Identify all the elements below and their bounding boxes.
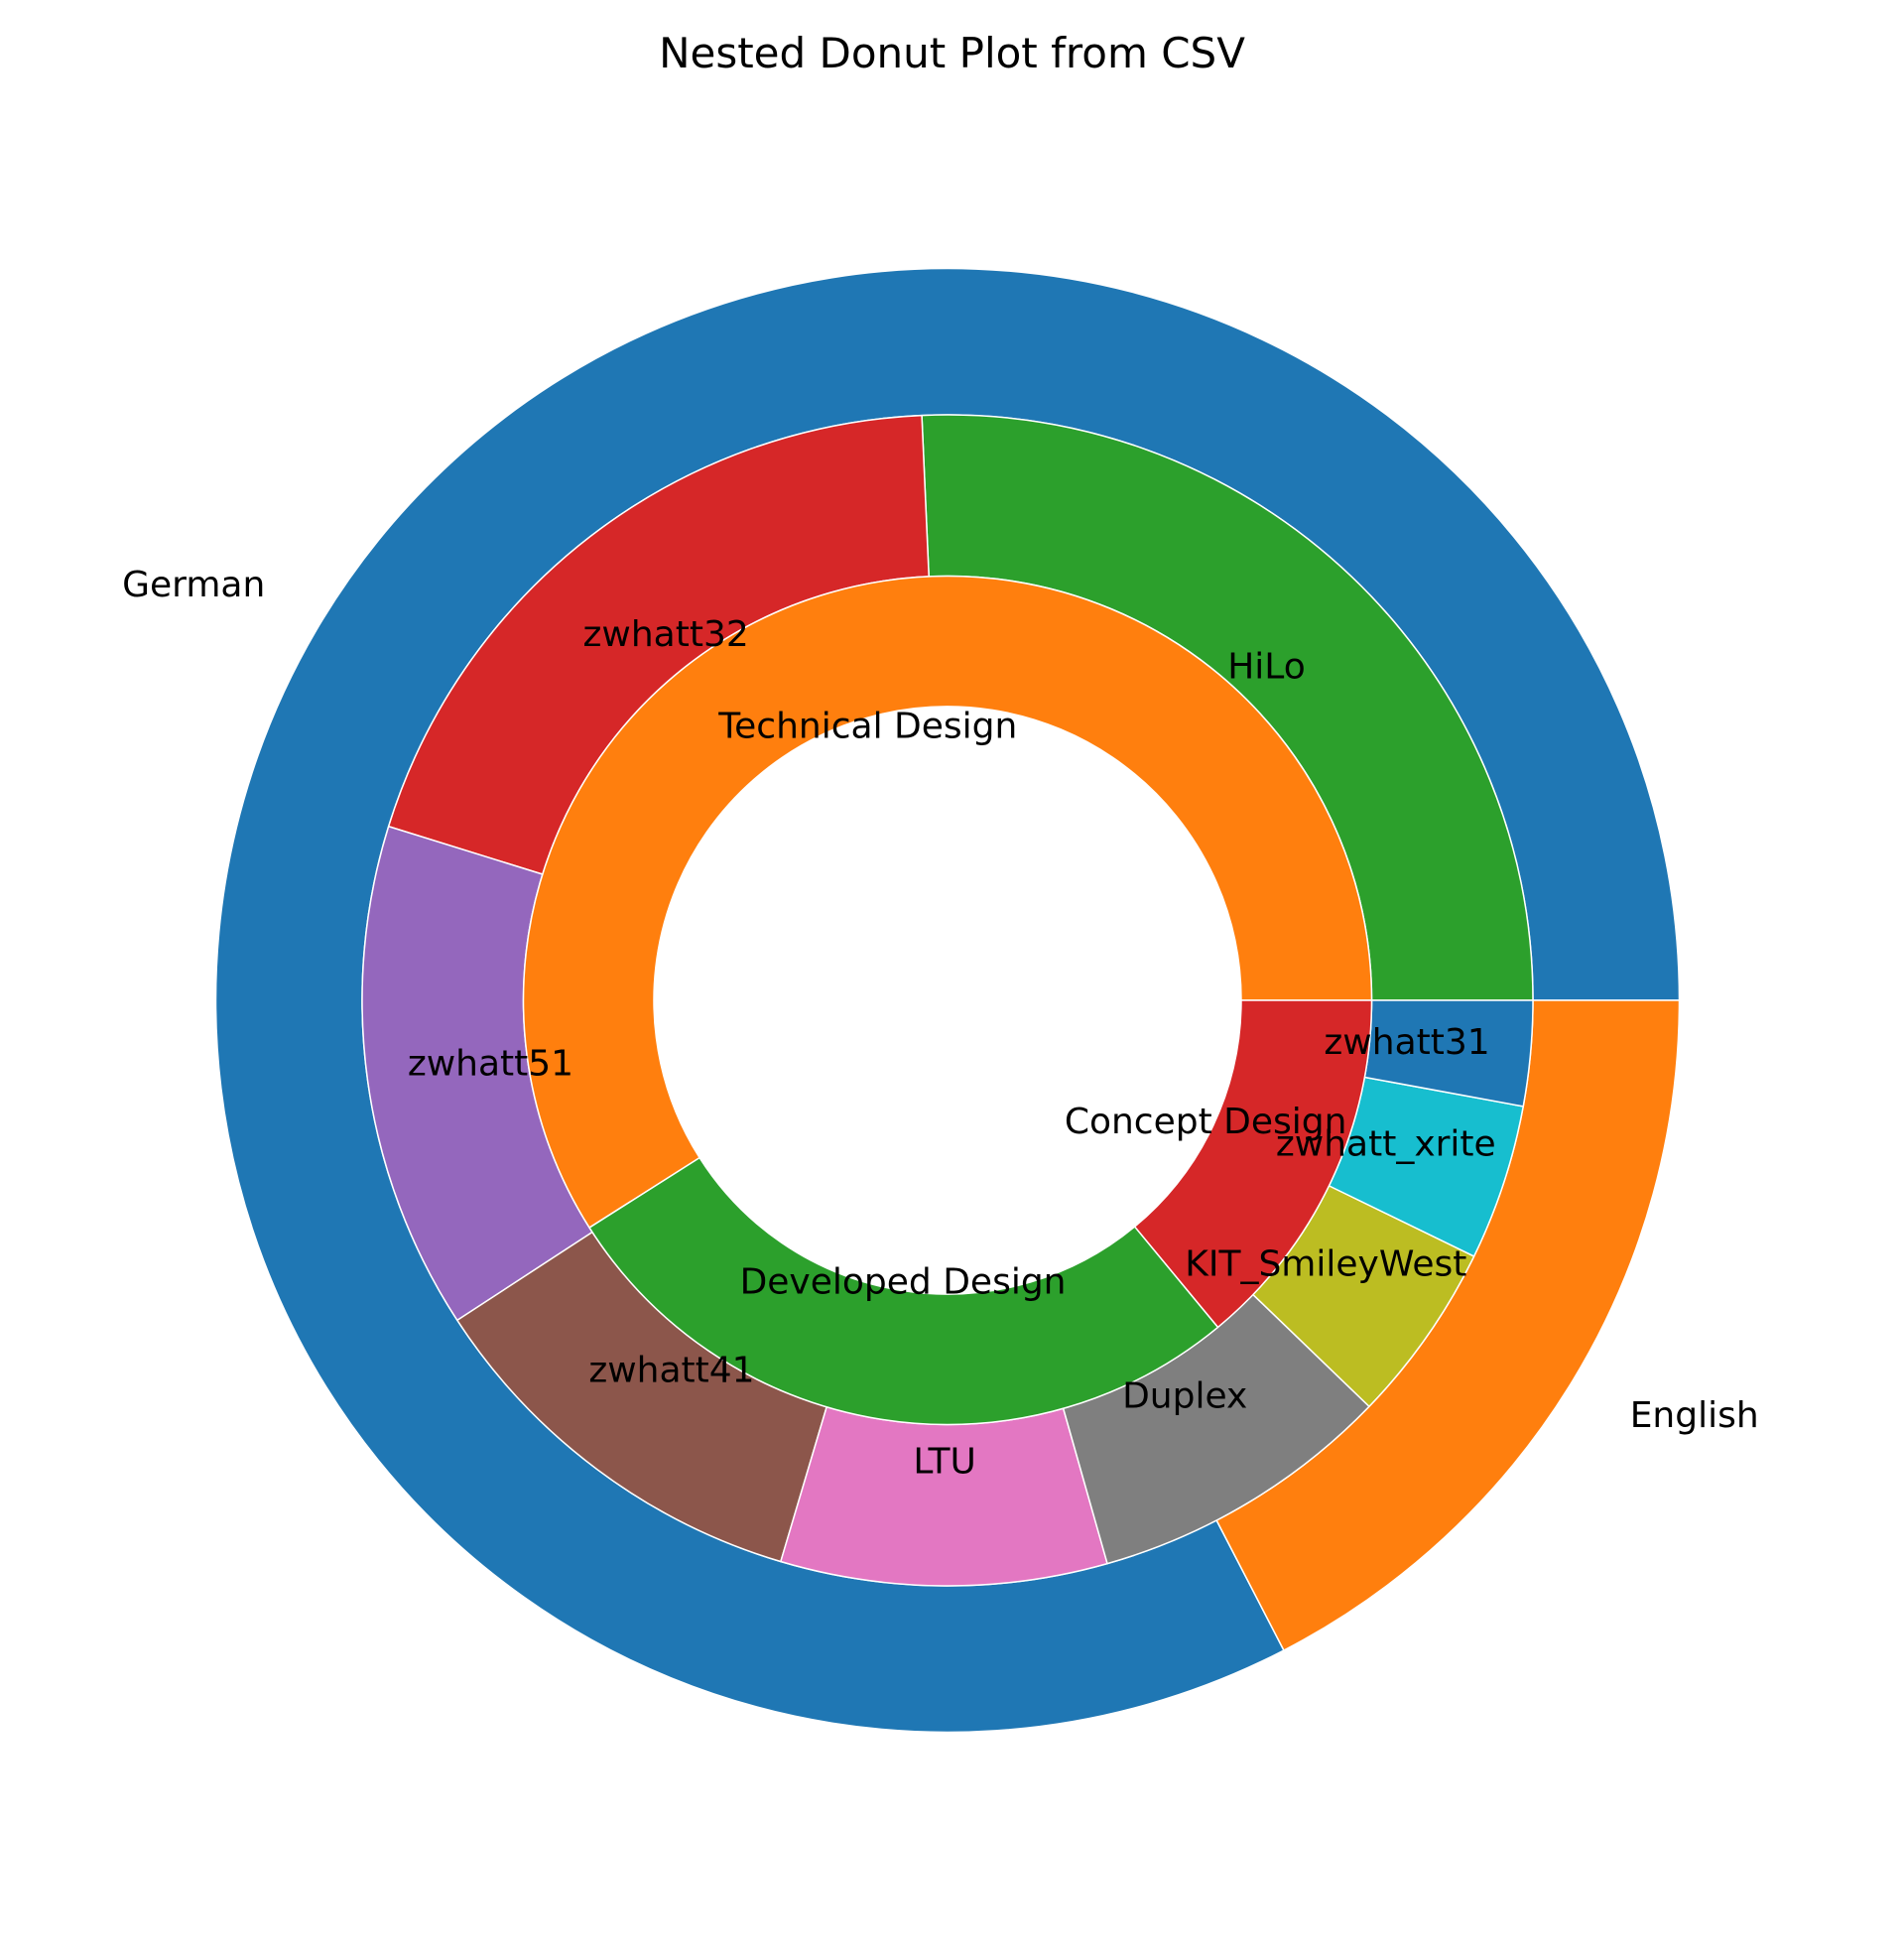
middle-label-zwhatt51: zwhatt51: [408, 1044, 573, 1085]
middle-slice-ltu: [780, 1406, 1108, 1587]
middle-label-hilo: HiLo: [1227, 647, 1306, 688]
inner-label-technical-design: Technical Design: [717, 706, 1017, 746]
donut-labels: German English HiLo zwhatt32 zwhatt51 zwhatt4…: [122, 565, 1759, 1482]
outer-label-german: German: [122, 565, 265, 605]
middle-label-duplex: Duplex: [1122, 1375, 1247, 1416]
middle-label-kit-smileywest: KIT_SmileyWest: [1185, 1244, 1466, 1285]
middle-label-zwhatt41: zwhatt41: [588, 1350, 754, 1390]
middle-label-ltu: LTU: [913, 1442, 975, 1483]
inner-label-concept-design: Concept Design: [1065, 1102, 1347, 1142]
chart-title: Nested Donut Plot from CSV: [659, 29, 1245, 77]
inner-label-developed-design: Developed Design: [740, 1261, 1067, 1302]
middle-label-zwhatt32: zwhatt32: [583, 614, 749, 655]
middle-label-zwhatt31: zwhatt31: [1324, 1022, 1489, 1063]
inner-slice-technical-design: [522, 575, 1373, 1229]
inner-slice-concept-design: [1133, 999, 1373, 1329]
outer-label-english: English: [1630, 1395, 1759, 1436]
donut-slices: [214, 267, 1681, 1734]
inner-slice-developed-design: [588, 1156, 1219, 1426]
middle-label-zwhatt-xrite: zwhatt_xrite: [1276, 1124, 1496, 1165]
